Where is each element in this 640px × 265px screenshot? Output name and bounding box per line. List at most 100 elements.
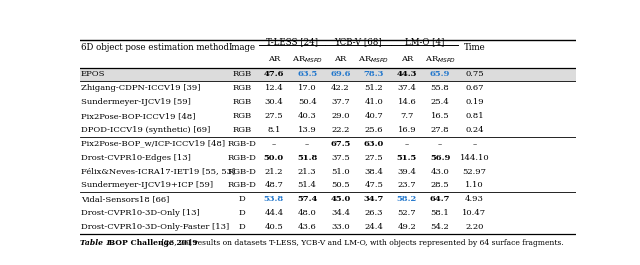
Text: AR$_{MSPD}$: AR$_{MSPD}$ xyxy=(358,54,389,65)
Text: RGB: RGB xyxy=(232,70,252,78)
Text: 39.4: 39.4 xyxy=(397,167,416,176)
Text: 22.2: 22.2 xyxy=(332,126,349,134)
Text: 49.2: 49.2 xyxy=(397,223,416,231)
Text: 38.4: 38.4 xyxy=(364,167,383,176)
Text: [23, 26] results on datasets T-LESS, YCB-V and LM-O, with objects represented by: [23, 26] results on datasets T-LESS, YCB… xyxy=(159,239,564,247)
Text: 50.4: 50.4 xyxy=(298,98,317,106)
Bar xyxy=(80,68,576,81)
Text: Vidal-Sensors18 [66]: Vidal-Sensors18 [66] xyxy=(81,195,170,203)
Text: 34.7: 34.7 xyxy=(364,195,384,203)
Text: RGB-D: RGB-D xyxy=(227,182,256,189)
Text: 40.5: 40.5 xyxy=(264,223,284,231)
Text: 51.8: 51.8 xyxy=(297,154,317,162)
Text: 57.4: 57.4 xyxy=(297,195,317,203)
Text: –: – xyxy=(472,140,476,148)
Text: 65.9: 65.9 xyxy=(430,70,451,78)
Text: 14.6: 14.6 xyxy=(397,98,416,106)
Text: 63.5: 63.5 xyxy=(297,70,317,78)
Text: AR$_{MSPD}$: AR$_{MSPD}$ xyxy=(292,54,323,65)
Text: 47.5: 47.5 xyxy=(364,182,383,189)
Text: LM-O [4]: LM-O [4] xyxy=(405,37,444,46)
Text: 55.8: 55.8 xyxy=(431,84,449,92)
Text: –: – xyxy=(404,140,409,148)
Text: D: D xyxy=(238,209,245,217)
Text: 45.0: 45.0 xyxy=(330,195,351,203)
Text: 27.5: 27.5 xyxy=(264,112,284,120)
Text: 27.5: 27.5 xyxy=(364,154,383,162)
Text: 27.8: 27.8 xyxy=(431,126,449,134)
Text: 56.9: 56.9 xyxy=(430,154,451,162)
Text: 7.7: 7.7 xyxy=(400,112,413,120)
Text: 33.0: 33.0 xyxy=(331,223,349,231)
Text: –: – xyxy=(438,140,442,148)
Text: RGB-D: RGB-D xyxy=(227,167,256,176)
Text: Drost-CVPR10-Edges [13]: Drost-CVPR10-Edges [13] xyxy=(81,154,191,162)
Text: Pix2Pose-BOP_w/ICP-ICCV19 [48]: Pix2Pose-BOP_w/ICP-ICCV19 [48] xyxy=(81,140,225,148)
Text: 34.4: 34.4 xyxy=(331,209,350,217)
Text: –: – xyxy=(305,140,309,148)
Text: 52.97: 52.97 xyxy=(462,167,486,176)
Text: 0.75: 0.75 xyxy=(465,70,484,78)
Text: 50.5: 50.5 xyxy=(331,182,349,189)
Text: 53.8: 53.8 xyxy=(264,195,284,203)
Text: 8.1: 8.1 xyxy=(268,126,280,134)
Text: 40.3: 40.3 xyxy=(298,112,317,120)
Text: 28.5: 28.5 xyxy=(431,182,449,189)
Text: 0.81: 0.81 xyxy=(465,112,484,120)
Text: 40.7: 40.7 xyxy=(364,112,383,120)
Text: 26.3: 26.3 xyxy=(364,209,383,217)
Text: Pix2Pose-BOP-ICCV19 [48]: Pix2Pose-BOP-ICCV19 [48] xyxy=(81,112,195,120)
Text: 29.0: 29.0 xyxy=(331,112,349,120)
Text: 48.0: 48.0 xyxy=(298,209,317,217)
Text: T-LESS [24]: T-LESS [24] xyxy=(266,37,318,46)
Text: 4.93: 4.93 xyxy=(465,195,484,203)
Text: 2.20: 2.20 xyxy=(465,223,483,231)
Text: 51.4: 51.4 xyxy=(298,182,317,189)
Text: 50.0: 50.0 xyxy=(264,154,284,162)
Text: 21.3: 21.3 xyxy=(298,167,317,176)
Text: 37.5: 37.5 xyxy=(331,154,350,162)
Text: 43.0: 43.0 xyxy=(431,167,449,176)
Text: 0.67: 0.67 xyxy=(465,84,484,92)
Text: AR: AR xyxy=(268,55,280,63)
Text: AR: AR xyxy=(401,55,413,63)
Text: 44.4: 44.4 xyxy=(264,209,284,217)
Text: Sundermeyer-IJCV19 [59]: Sundermeyer-IJCV19 [59] xyxy=(81,98,191,106)
Text: 37.4: 37.4 xyxy=(397,84,416,92)
Text: 0.24: 0.24 xyxy=(465,126,484,134)
Text: AR: AR xyxy=(334,55,346,63)
Text: 16.9: 16.9 xyxy=(397,126,416,134)
Text: Image: Image xyxy=(228,43,255,52)
Text: Félix&Neves-ICRA17-IET19 [55, 53]: Félix&Neves-ICRA17-IET19 [55, 53] xyxy=(81,167,236,176)
Text: 17.0: 17.0 xyxy=(298,84,317,92)
Text: 43.6: 43.6 xyxy=(298,223,317,231)
Text: 47.6: 47.6 xyxy=(264,70,284,78)
Text: 63.0: 63.0 xyxy=(364,140,384,148)
Text: Sundermeyer-IJCV19+ICP [59]: Sundermeyer-IJCV19+ICP [59] xyxy=(81,182,213,189)
Text: 21.2: 21.2 xyxy=(265,167,283,176)
Text: 51.5: 51.5 xyxy=(397,154,417,162)
Text: YCB-V [68]: YCB-V [68] xyxy=(334,37,382,46)
Text: 51.2: 51.2 xyxy=(364,84,383,92)
Text: 69.6: 69.6 xyxy=(330,70,351,78)
Text: RGB-D: RGB-D xyxy=(227,154,256,162)
Text: 78.3: 78.3 xyxy=(364,70,384,78)
Text: Time: Time xyxy=(463,43,485,52)
Text: 54.2: 54.2 xyxy=(431,223,449,231)
Text: 67.5: 67.5 xyxy=(330,140,351,148)
Text: 51.0: 51.0 xyxy=(331,167,349,176)
Text: –: – xyxy=(272,140,276,148)
Text: D: D xyxy=(238,223,245,231)
Text: RGB: RGB xyxy=(232,112,252,120)
Text: 23.7: 23.7 xyxy=(397,182,416,189)
Text: Drost-CVPR10-3D-Only-Faster [13]: Drost-CVPR10-3D-Only-Faster [13] xyxy=(81,223,229,231)
Text: 25.4: 25.4 xyxy=(431,98,449,106)
Text: Table 1.: Table 1. xyxy=(80,239,113,247)
Text: EPOS: EPOS xyxy=(81,70,106,78)
Text: 42.2: 42.2 xyxy=(331,84,349,92)
Text: 1.10: 1.10 xyxy=(465,182,484,189)
Text: RGB: RGB xyxy=(232,84,252,92)
Text: 58.1: 58.1 xyxy=(431,209,449,217)
Text: 44.3: 44.3 xyxy=(397,70,417,78)
Text: 64.7: 64.7 xyxy=(430,195,451,203)
